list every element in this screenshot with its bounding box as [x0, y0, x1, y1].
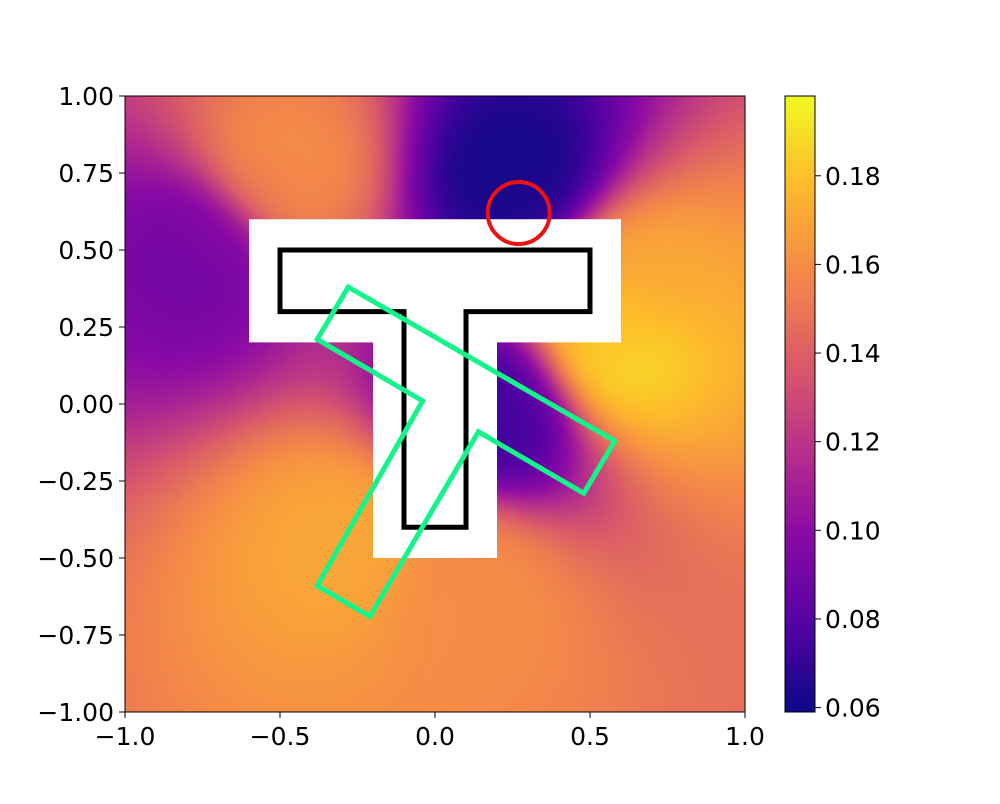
colorbar-tick-label: 0.08: [825, 605, 881, 634]
colorbar-tick-label: 0.10: [825, 516, 881, 545]
colorbar-gradient: [785, 96, 815, 712]
y-tick-label: −1.00: [37, 698, 114, 727]
colorbar-frame: [784, 95, 816, 713]
y-tick-label: 0.75: [58, 159, 114, 188]
marker-circle: [485, 180, 552, 247]
x-tick-label: −0.5: [250, 722, 311, 751]
target-t-shape: [277, 247, 593, 530]
colorbar-tick-label: 0.12: [825, 428, 881, 457]
colorbar-tick-label: 0.18: [825, 162, 881, 191]
colorbar-tick-label: 0.06: [825, 694, 881, 723]
excluded-region: [249, 219, 621, 558]
x-axis: −1.0 −0.5 0.0 0.5 1.0: [95, 712, 765, 751]
x-tick-label: 0.5: [570, 722, 610, 751]
y-tick-label: −0.75: [37, 621, 114, 650]
y-tick-label: −0.25: [37, 467, 114, 496]
y-tick-label: 0.50: [58, 236, 114, 265]
y-axis: 1.00 0.75 0.50 0.25 0.00 −0.25 −0.50 −0.75 −1.00: [37, 82, 125, 727]
y-tick-label: 1.00: [58, 82, 114, 111]
y-tick-label: −0.50: [37, 544, 114, 573]
x-tick-label: 0.0: [415, 722, 455, 751]
agent-t-shape: [313, 283, 619, 620]
colorbar-tick-label: 0.16: [825, 250, 881, 279]
x-tick-label: −1.0: [95, 722, 156, 751]
colorbar-axis: 0.06 0.08 0.10 0.12 0.14 0.16 0.18: [815, 162, 881, 723]
x-tick-label: 1.0: [725, 722, 765, 751]
colorbar-tick-label: 0.14: [825, 339, 881, 368]
y-tick-label: 0.25: [58, 313, 114, 342]
y-tick-label: 0.00: [58, 390, 114, 419]
